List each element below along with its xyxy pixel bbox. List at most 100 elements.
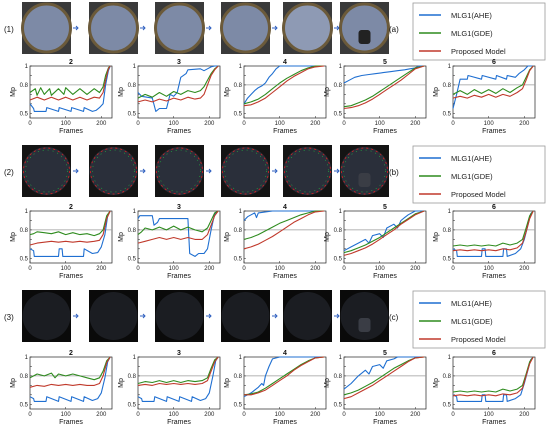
series-line: [343, 210, 425, 256]
series-line: [137, 65, 219, 99]
y-tick-label: 0.5: [443, 256, 452, 262]
highlight-ring-green: [343, 149, 386, 193]
legend-label: (b): [389, 168, 399, 177]
plot-title: 2: [69, 204, 73, 211]
x-tick-label: 0: [342, 412, 346, 418]
x-tick-label: 100: [484, 266, 495, 272]
legend-entry: MLG1(GDE): [451, 29, 493, 38]
x-axis-label: Frames: [167, 128, 191, 135]
arrow-icon: [206, 168, 212, 174]
row-label: (1): [4, 25, 14, 34]
x-tick-label: 0: [136, 121, 140, 127]
horizon-ring: [154, 2, 205, 54]
sky-disk: [22, 147, 71, 195]
y-tick-label: 0.8: [443, 83, 452, 89]
arrow-icon: [334, 168, 340, 174]
plot-area: [452, 210, 536, 264]
x-tick-label: 0: [136, 266, 140, 272]
x-tick-label: 200: [204, 412, 215, 418]
line-plot: 4 0.5 0.8 1 0 100 200 Frames Mp: [224, 204, 327, 280]
series-line: [452, 210, 534, 252]
x-axis-label: Frames: [167, 273, 191, 280]
highlight-ring-green: [224, 149, 267, 193]
y-tick-label: 1: [339, 209, 343, 215]
x-tick-label: 0: [28, 121, 32, 127]
sky-image-thumbnail: [221, 145, 278, 197]
legend-entry: MLG1(AHE): [451, 154, 492, 163]
line-plot: 2 0.5 0.8 1 0 100 200 Frames Mp: [10, 59, 113, 135]
y-axis-label: Mp: [433, 378, 440, 388]
sky-image-thumbnail: [88, 2, 146, 54]
x-tick-label: 200: [96, 266, 107, 272]
x-axis-label: Frames: [482, 273, 506, 280]
y-tick-label: 1: [339, 64, 343, 70]
y-tick-label: 0.5: [128, 402, 137, 408]
series-line: [29, 356, 111, 388]
legend: MLG1(AHE) MLG1(GDE) Proposed Model: [412, 145, 546, 204]
horizon-ring: [282, 2, 333, 54]
series-line: [137, 356, 219, 385]
y-tick-label: 0.5: [443, 402, 452, 408]
y-tick-label: 0.8: [128, 228, 137, 234]
x-tick-label: 100: [375, 412, 386, 418]
y-tick-label: 0.5: [234, 256, 243, 262]
sky-disk: [283, 4, 332, 52]
arrow-icon: [334, 25, 340, 31]
legend-entry: Proposed Model: [451, 47, 506, 56]
plot-area: [243, 210, 327, 264]
sky-disk: [22, 292, 71, 340]
highlight-ring-green: [92, 149, 135, 193]
x-axis-label: Frames: [59, 273, 83, 280]
line-plot: 3 0.5 0.8 1 0 100 200 Frames Mp: [118, 204, 221, 280]
x-tick-label: 200: [204, 266, 215, 272]
legend-entry: Proposed Model: [451, 335, 506, 344]
x-tick-label: 200: [310, 266, 321, 272]
occluding-object: [358, 318, 371, 332]
y-tick-label: 1: [239, 64, 243, 70]
x-tick-label: 200: [310, 121, 321, 127]
plot-area: [243, 356, 327, 410]
x-tick-label: 200: [519, 412, 530, 418]
x-axis-label: Frames: [273, 273, 297, 280]
y-tick-label: 0.5: [334, 256, 343, 262]
highlight-ring-red: [222, 147, 269, 195]
line-plot: 6 0.5 0.8 1 0 100 200 Frames Mp: [433, 204, 536, 280]
series-line: [243, 210, 325, 250]
x-tick-label: 100: [484, 121, 495, 127]
series-line: [29, 210, 111, 246]
sky-image-thumbnail: [22, 290, 79, 342]
sky-disk: [155, 147, 204, 195]
line-plot: 2 0.5 0.8 1 0 100 200 Frames Mp: [10, 204, 113, 280]
y-tick-label: 0.8: [128, 83, 137, 89]
y-tick-label: 1: [25, 64, 29, 70]
y-axis-label: Mp: [10, 232, 17, 242]
series-line: [452, 210, 534, 247]
series-line: [243, 65, 325, 107]
plot-title: 3: [177, 204, 181, 211]
x-tick-label: 0: [451, 412, 455, 418]
x-tick-label: 100: [61, 412, 72, 418]
plot-area: [137, 210, 221, 264]
series-line: [452, 65, 534, 99]
sky-disk: [221, 4, 270, 52]
legend: MLG1(AHE) MLG1(GDE) Proposed Model: [412, 290, 546, 349]
sky-disk: [340, 147, 389, 195]
x-tick-label: 100: [169, 266, 180, 272]
x-axis-label: Frames: [273, 128, 297, 135]
y-tick-label: 0.8: [20, 83, 29, 89]
x-tick-label: 100: [375, 121, 386, 127]
y-tick-label: 1: [339, 355, 343, 361]
arrow-icon: [73, 313, 79, 319]
highlight-ring-red: [284, 147, 331, 195]
sky-disk: [22, 4, 71, 52]
series-line: [29, 356, 111, 402]
series-line: [343, 356, 425, 400]
y-tick-label: 1: [133, 355, 137, 361]
horizon-ring: [21, 2, 72, 54]
y-tick-label: 0.8: [20, 374, 29, 380]
plot-title: 3: [177, 350, 181, 357]
x-axis-label: Frames: [482, 128, 506, 135]
y-tick-label: 0.8: [334, 374, 343, 380]
highlight-ring-red: [90, 147, 137, 195]
y-tick-label: 0.5: [128, 256, 137, 262]
